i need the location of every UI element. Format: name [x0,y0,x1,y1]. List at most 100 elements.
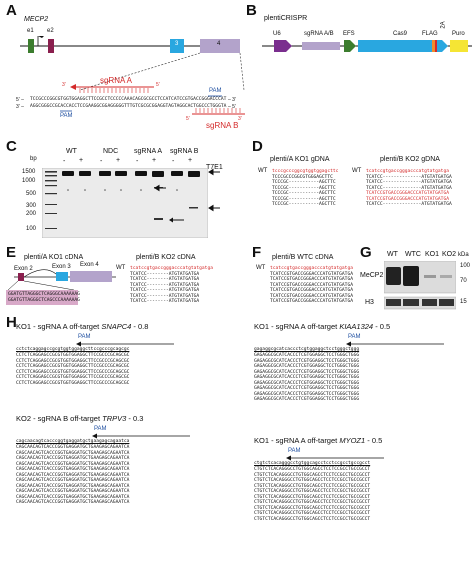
gene-name: MECP2 [24,16,49,23]
seq-row: CTGTCTCACAGGGCCTGTGGCAGCCTCCTCCGCCTGCCGC… [254,494,371,500]
cas9-cds [358,40,448,52]
sgrna-b-5prime: 5’ [186,116,190,122]
group-ndc: NDC [103,148,119,155]
panel-label-c: C [6,138,17,155]
seq-strand-bottom-3: 3’ – [16,104,24,110]
panel-e: plenti/A KO1 cDNA plenti/B KO2 cDNA Exon… [0,244,250,312]
seq-row: TCCCGC-----------AGCTTC [272,191,336,196]
seq-row: TCATCCGTGACCGGGACCCATGTATGATGA [270,293,353,299]
gel-image [42,168,208,238]
ladder-1000: 1000 [22,178,36,184]
panel-label-b: B [246,2,257,19]
panel-b: plentiCRISPR U6 sgRNA A/B EFS Cas9 FLAG … [246,0,474,80]
exon4-label: Exon 4 [80,262,99,268]
seq-row: TCATCCGTGACCGGGACCCATGTATGATGA [270,277,353,282]
offtarget-title: KO1 - sgRNA A off-target KIAA1324 - 0.5 [254,322,391,331]
offtarget-block-snapc4: KO1 - sgRNA A off-target SNAPC4 - 0.8 PA… [16,322,226,386]
seq-strand-top-3: – 3’ [228,97,237,103]
kda-label: kDa [458,252,469,258]
seq-row: CAGCAACAGTCACCCGGTGAGGATGCTGAAGAGCAGAATC… [16,478,130,483]
label-efs: EFS [343,31,355,37]
seq-row: CAGCAACAGTCACCCGGTGAGGATGCTGAAGAGCAGAATC… [16,450,130,456]
lane-sign-6: + [152,157,157,164]
seq-row: CTGTCTCACAGGGCCTGTGGCAGCCTCCTCCGCCTGCCGC… [254,500,371,505]
sgrna-a-label: sgRNA A [100,76,133,85]
seq-row: TCATCC--------------ATGTATGATGA [366,174,452,180]
gene-diagram [20,34,245,115]
flag-tag [432,40,435,52]
panel-c: bp WT NDC sgRNA A sgRNA B T7E1 - + - + -… [0,138,250,243]
lane-ko2: KO2 [442,251,457,258]
ko2-wt-label: WT [352,168,362,174]
exon-label-3: 3 [175,41,179,47]
h3-label: H3 [365,299,374,306]
seq-row: TCCCGC-----------AGCTTC [272,185,336,191]
efs-promoter [344,40,356,52]
seq-row: CTGTCTCACAGGGCCTGTGGCAGCCTCCTCCGCCTGCCGC… [254,505,371,511]
panel-label-a: A [6,2,17,19]
ko2-gdna-seqs: tcatccgtgaccgggacccatgtatgatga TCATCC---… [366,169,452,208]
seq-row: TCATCC--------ATGTATGATGA [130,288,200,293]
seq-row: CAGCAACAGTCACCCGGTGAGGATGCTGAAGAGCAGAATC… [16,472,130,478]
seq-row: CAGCAACAGTCACCCGGTGAGGATGCTGAAGAGCAGAATC… [16,461,130,467]
seq-row: GAGAGGCGCATCACCCTCGTGGAGGCTCCTGGGCTGGG [254,358,360,364]
wtc-cdna-title: plenti/B WTC cDNA [272,254,334,261]
group-wt: WT [66,148,77,155]
pam-arrow [76,341,174,347]
seq-row: tcatccgtgaccgggacccatgtatgatga [366,169,449,174]
seq-strand-top-5: 5’ – [16,97,24,103]
ref-seq: gagaggcgcatcaccctcgtggaggctcctgggctggg [254,347,360,352]
offtarget-title: KO1 - sgRNA A off-target SNAPC4 - 0.8 [16,322,149,331]
seq-row: CCTCTCAGGAGCCGCGTGGTGGAGGCTTCCGCCCGCAGCG… [16,353,130,358]
ladder-500: 500 [26,191,37,197]
lane-sign-7: - [172,158,175,165]
lane-sign-1: - [63,158,66,165]
exon-label-4: 4 [217,41,221,47]
seq-row: TCATCCGTGACCGGGACCCATGTATGATGA [366,196,449,202]
seq-row: CTGTCTCACAGGGCCTGTGGCAGCCTCCTCCGCCTGCCGC… [254,467,371,472]
seq-row: GAGAGGCGCATCACCCTCGTGGAGGCTCCTGGGCTGGG [254,369,360,375]
seq-row: GAGAGGCGCATCACCCTCGTGGAGGCTCCTGGGCTGGG [254,353,360,358]
exon-e2 [48,39,54,53]
mecp2-label: MeCP2 [360,272,384,279]
seq-row: TCCCGC-----------AGCTTC [272,180,336,185]
pam-arrow [286,455,384,461]
seq-strand-bottom: AGGCGGGCCGCACCACCTCCGAAGGCGGAGGGGGTTTGTC… [30,104,227,109]
gel-bp-label: bp [30,156,37,162]
seq-row: CTGTCTCACAGGGCCTGTGGCAGCCTCCTCCGCCTGCCGC… [254,516,371,522]
seq-strand-top: TCCGCCCGGCGTGGTGGAGGCTTCCGCCTCCCCCAAACAG… [30,97,227,102]
seq-row: TCCCGC-----------AGCTTC [272,202,336,207]
seq-row: TCATCC--------ATGTATGATGA [130,277,200,282]
lane-wtc: WTC [405,251,421,258]
offtarget-block-trpv3: KO2 - sgRNA B off-target TRPV3 - 0.3 PAM… [16,414,226,505]
ko2-cdna-seqs: tcatccgtgaccgggacccatgtatgatga TCATCC---… [130,266,213,305]
cdna-exon-diagram [6,269,116,305]
seq-strand-bottom-5: – 5’ [228,104,237,110]
ladder-100: 100 [26,226,37,232]
seq-row: CTGTCTCACAGGGCCTGTGGCAGCCTCCTCCGCCTGCCGC… [254,511,371,516]
sgrna-a-3prime: 3’ [62,82,66,88]
label-cas9: Cas9 [393,31,408,37]
ko2-cdna-wt: WT [116,265,126,271]
seq-row: TCATCC--------------ATGTATGATGA [366,202,452,207]
seq-row: TCATCCGTGACCGGGACCCATGTATGATGA [270,271,353,277]
label-sgrna-ab: sgRNA A/B [304,31,334,37]
seq-row: TCATCC--------ATGTATGATGA [130,271,200,277]
seq-row: TCATCC--------ATGTATGATGA [130,282,200,288]
pam-arrow [92,433,190,439]
seq-row: CAGCAACAGTCACCCGGTGAGGATGCTGAAGAGCAGAATC… [16,467,130,472]
seq-list: CTGTCTCACAGGGCCTGTGGCAGCCTCCTCCGCCTGCCGC… [254,467,370,522]
lane-sign-3: - [100,158,103,165]
seq-list: GAGAGGCGCATCACCCTCGTGGAGGCTCCTGGGCTGGG G… [254,353,359,403]
seq-row: GAGAGGCGCATCACCCTCGTGGAGGCTCCTGGGCTGGG [254,364,360,369]
sgrna-b-3prime: 3’ [238,116,242,122]
ko1-wt-label: WT [258,168,268,174]
panel-a: MECP2 e1 e2 3 [0,0,245,135]
panel-label-g: G [360,244,372,261]
construct-title: plentiCRISPR [264,15,308,22]
seq-row: TCATCC--------ATGTATGATGA [130,293,200,299]
pam-label: PAM [94,426,107,432]
label-flag: FLAG [422,31,438,37]
pam-arrow [346,341,444,347]
ref-seq: cctctcaggagccgcgtggtggaggcttccgcccgcagcg… [16,347,130,352]
